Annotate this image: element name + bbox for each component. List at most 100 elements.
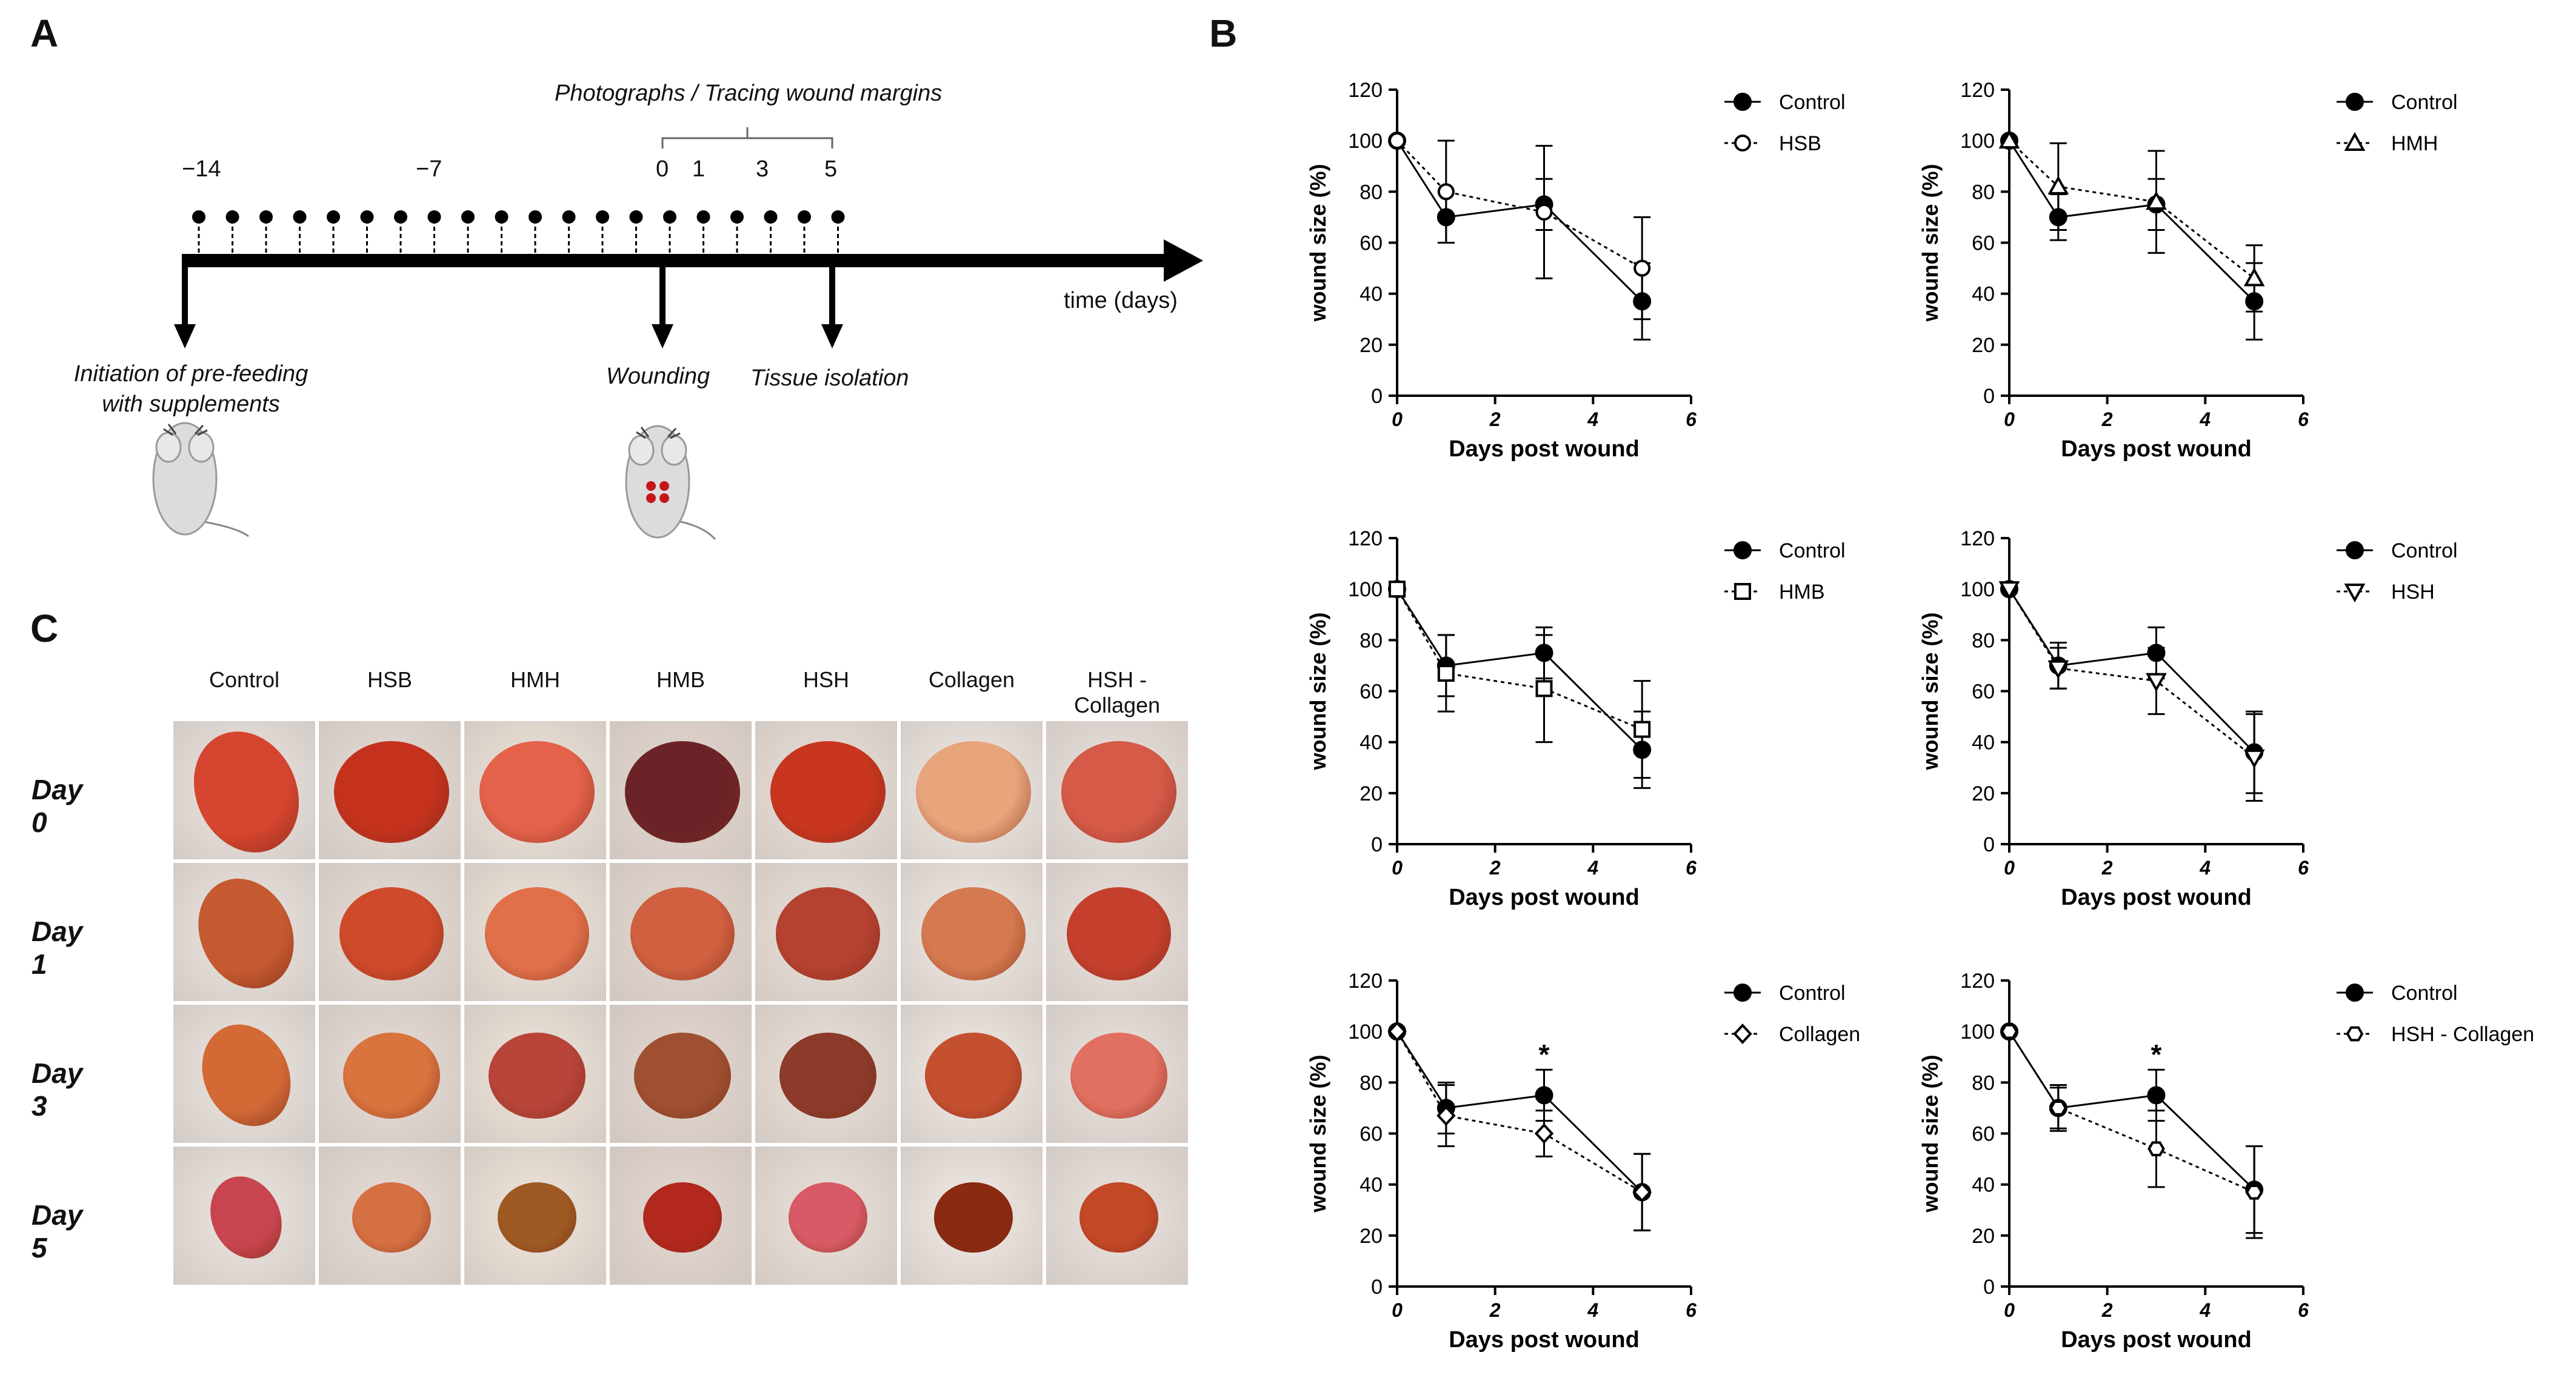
data-point xyxy=(2047,175,2069,195)
tick-label-day1: 1 xyxy=(692,156,706,182)
x-tick-label: 6 xyxy=(2298,408,2309,430)
time-axis-label: time (days) xyxy=(1064,288,1178,313)
data-point xyxy=(1734,583,1751,600)
x-tick-label: 0 xyxy=(2004,408,2015,430)
wound-dot xyxy=(659,493,669,503)
wound-area xyxy=(624,741,741,844)
wound-area xyxy=(770,741,886,844)
series-0 xyxy=(1388,132,1652,341)
wound-area xyxy=(479,741,595,844)
data-point xyxy=(2147,1141,2165,1157)
data-point xyxy=(1534,1123,1554,1144)
series-line xyxy=(1396,140,1643,269)
y-tick-label: 40 xyxy=(1972,283,1995,306)
y-tick-label: 0 xyxy=(1983,385,1995,408)
timeline-pin-head xyxy=(730,210,744,224)
y-tick-label: 80 xyxy=(1972,629,1995,652)
timeline-pin-head xyxy=(529,210,542,224)
column-header: HMH xyxy=(510,667,560,692)
legend-label: HMB xyxy=(1779,581,1825,604)
y-tick-label: 100 xyxy=(1348,578,1383,601)
y-tick-label: 60 xyxy=(1360,681,1383,704)
legend-label: Control xyxy=(1779,982,1846,1005)
series-line xyxy=(1396,140,1643,302)
series-line xyxy=(1396,1031,1643,1193)
photo-period-label: Photographs / Tracing wound margins xyxy=(555,81,943,106)
chart-hsb: 0 20 40 60 80 100 120 0 2 4 6 Days post wound wound … xyxy=(1306,79,1846,462)
wound-photo-tile xyxy=(317,719,462,861)
data-point xyxy=(1734,135,1751,151)
y-tick-label: 100 xyxy=(1348,130,1383,153)
x-tick-label: 0 xyxy=(2004,1299,2015,1321)
y-axis-title: wound size (%) xyxy=(1306,164,1330,322)
y-tick-label: 20 xyxy=(1360,334,1383,357)
tick-label-day0: 0 xyxy=(656,156,669,182)
wound-photo-tile xyxy=(608,861,753,1003)
y-tick-label: 20 xyxy=(1972,782,1995,805)
timeline-pin-head xyxy=(461,210,475,224)
wound-photo-tile xyxy=(172,1003,317,1145)
wound-photo-tile xyxy=(753,1145,899,1287)
x-tick-label: 2 xyxy=(2101,408,2113,430)
series-line xyxy=(2008,588,2255,753)
data-point xyxy=(2346,541,2364,559)
event-prefeeding-line2: with supplements xyxy=(102,391,280,417)
timeline-pin-head xyxy=(427,210,441,224)
data-point xyxy=(1733,541,1752,559)
wound-photo-tile xyxy=(317,1145,462,1287)
timeline-pin-head xyxy=(562,210,576,224)
wound-area xyxy=(634,1033,731,1119)
legend-label: Control xyxy=(1779,539,1846,562)
wound-dot xyxy=(646,481,656,491)
wound-photo-tile xyxy=(1044,1003,1190,1145)
timeline-pin-head xyxy=(629,210,643,224)
wound-photo-tile xyxy=(608,719,753,861)
timeline-pin-head xyxy=(495,210,509,224)
data-point xyxy=(2346,984,2364,1002)
row-header: Day 1 xyxy=(32,916,83,980)
y-tick-label: 120 xyxy=(1960,527,1995,550)
wound-area xyxy=(197,1164,295,1271)
series-1 xyxy=(1389,581,1651,779)
timeline-pin-head xyxy=(696,210,710,224)
y-tick-label: 60 xyxy=(1972,681,1995,704)
timeline-pin-head xyxy=(831,210,845,224)
data-point xyxy=(1535,1086,1553,1105)
wound-photo-tile xyxy=(1044,861,1190,1003)
x-tick-label: 4 xyxy=(1587,1299,1598,1321)
data-point xyxy=(2346,93,2364,111)
y-tick-label: 20 xyxy=(1972,334,1995,357)
y-tick-label: 120 xyxy=(1348,970,1383,993)
tick-label-day3: 3 xyxy=(756,156,769,182)
y-tick-label: 60 xyxy=(1360,232,1383,255)
chart-hmb: 0 20 40 60 80 100 120 0 2 4 6 Days post wound wound … xyxy=(1306,527,1846,910)
series-line xyxy=(2008,140,2255,302)
timeline-pin-head xyxy=(293,210,307,224)
y-tick-label: 0 xyxy=(1371,833,1383,856)
series-line xyxy=(1396,588,1643,751)
x-tick-label: 6 xyxy=(1686,857,1697,879)
column-header: Control xyxy=(209,667,280,692)
wound-area xyxy=(915,741,1032,844)
series-line xyxy=(1396,1031,1643,1193)
series-line xyxy=(2008,588,2255,759)
y-tick-label: 100 xyxy=(1348,1020,1383,1044)
x-tick-label: 2 xyxy=(1489,857,1501,879)
series-line xyxy=(2008,140,2255,279)
y-tick-label: 20 xyxy=(1360,1225,1383,1248)
wound-area xyxy=(352,1182,431,1253)
y-tick-label: 60 xyxy=(1360,1123,1383,1146)
x-tick-label: 4 xyxy=(2199,1299,2211,1321)
data-point xyxy=(1437,665,1455,682)
series-1 xyxy=(2000,1024,2263,1239)
chart-hsh-collagen: 0 20 40 60 80 100 120 0 2 4 6 Days post wound wound … xyxy=(1918,970,2534,1353)
legend-label: HSH xyxy=(2391,581,2435,604)
significance-asterisk: * xyxy=(1539,1039,1550,1070)
event-wounding-label: Wounding xyxy=(606,364,710,389)
wound-photo-tile xyxy=(317,861,462,1003)
wound-photo-tile xyxy=(608,1145,753,1287)
wound-area xyxy=(630,887,735,980)
y-tick-label: 60 xyxy=(1972,232,1995,255)
wound-area xyxy=(174,721,315,859)
data-point xyxy=(1387,1021,1407,1042)
